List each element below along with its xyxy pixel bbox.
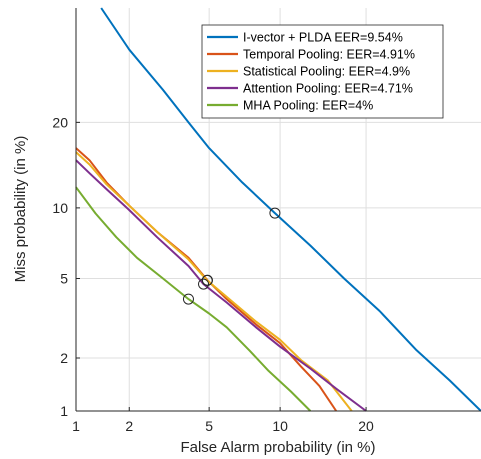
axis-ticks: 1 2 5 10 20 1 2 5 10 20 bbox=[52, 114, 374, 434]
x-tick-label-2: 5 bbox=[205, 418, 213, 434]
eer-marker-4 bbox=[182, 293, 194, 305]
x-tick-label-4: 20 bbox=[358, 418, 374, 434]
y-tick-label-1: 2 bbox=[60, 350, 68, 366]
eer-marker-3 bbox=[198, 278, 210, 290]
x-tick-label-1: 2 bbox=[125, 418, 133, 434]
y-tick-label-3: 10 bbox=[52, 200, 68, 216]
eer-marker-2 bbox=[201, 274, 213, 286]
y-axis-title: Miss probability (in %) bbox=[12, 136, 29, 283]
legend-label-2: Statistical Pooling: EER=4.9% bbox=[243, 65, 410, 79]
y-tick-label-0: 1 bbox=[60, 403, 68, 419]
legend-label-0: I-vector + PLDA EER=9.54% bbox=[243, 31, 403, 45]
eer-marker-0 bbox=[269, 207, 281, 219]
legend-label-3: Attention Pooling: EER=4.71% bbox=[243, 82, 413, 96]
legend-label-1: Temporal Pooling: EER=4.91% bbox=[243, 48, 415, 62]
x-tick-label-0: 1 bbox=[72, 418, 80, 434]
eer-markers bbox=[182, 207, 281, 305]
x-axis-title: False Alarm probability (in %) bbox=[180, 439, 375, 456]
y-tick-label-4: 20 bbox=[52, 114, 68, 130]
y-tick-label-2: 5 bbox=[60, 271, 68, 287]
legend-box bbox=[201, 24, 444, 119]
series-line-4 bbox=[75, 186, 312, 412]
x-tick-label-3: 10 bbox=[272, 418, 288, 434]
legend: I-vector + PLDA EER=9.54% Temporal Poolin… bbox=[201, 24, 444, 119]
series-line-0 bbox=[100, 7, 481, 412]
legend-label-4: MHA Pooling: EER=4% bbox=[243, 99, 373, 113]
